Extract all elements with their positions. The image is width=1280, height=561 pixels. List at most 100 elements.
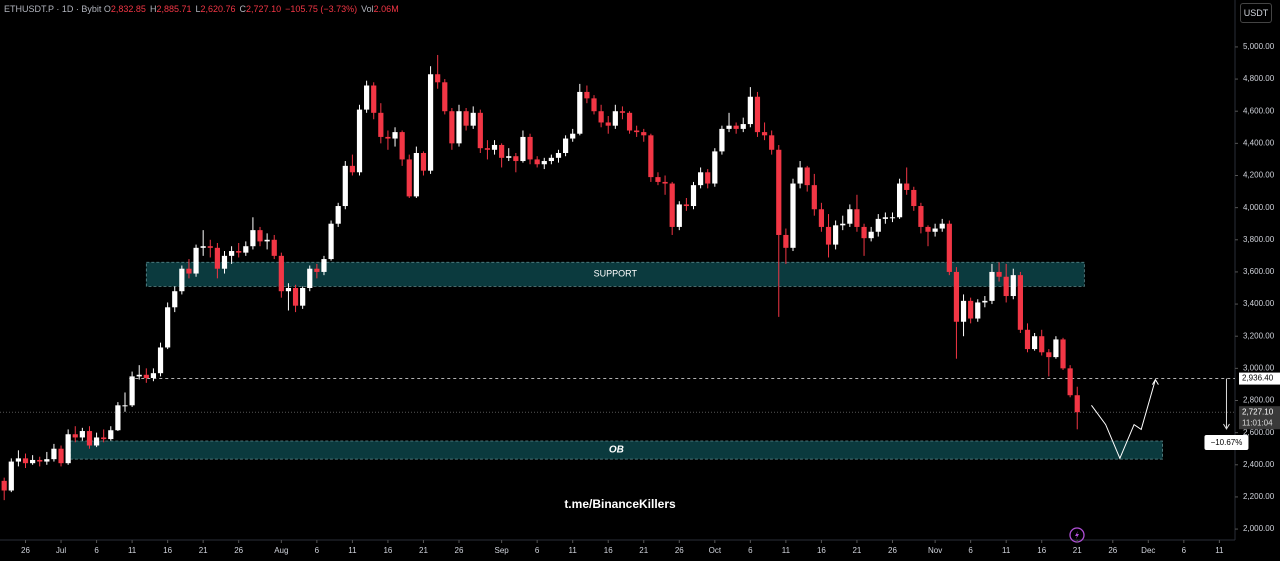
candle-body [143, 374, 149, 378]
candle-body [385, 136, 391, 139]
candle-body [58, 448, 64, 464]
x-tick-label: 6 [315, 546, 320, 555]
candle-body [200, 246, 206, 248]
candle-body [733, 125, 739, 129]
candle-body [676, 204, 682, 227]
candle-body [705, 172, 711, 184]
field-value: −105.75 (−3.73%) [285, 4, 358, 14]
candle-body [392, 132, 398, 139]
candle-body [946, 223, 952, 272]
candle-body [896, 183, 903, 218]
x-tick-label: 21 [1073, 546, 1082, 555]
y-tick-label: 4,800.00 [1243, 74, 1275, 83]
currency-button[interactable]: USDT [1240, 3, 1272, 23]
x-tick-label: 16 [383, 546, 392, 555]
x-tick-label: 26 [675, 546, 684, 555]
candle-body [840, 223, 846, 226]
candle-body [221, 255, 228, 269]
y-tick-label: 2,800.00 [1243, 396, 1275, 405]
candle-body [470, 112, 476, 126]
candle-body [300, 288, 306, 306]
candle-body [115, 405, 121, 431]
candle-body [847, 209, 853, 224]
x-tick-label: 11 [348, 546, 357, 555]
last-price-label: 2,727.10 [1242, 407, 1274, 416]
candle-body [960, 300, 967, 322]
candle-body [719, 128, 725, 152]
zone [145, 261, 1085, 287]
field-value: 2,885.71 [156, 4, 192, 14]
field-key: C [239, 4, 247, 14]
candle-body [698, 172, 704, 186]
x-tick-label: 26 [455, 546, 464, 555]
candle-body [207, 246, 213, 248]
x-tick-label: 21 [419, 546, 428, 555]
y-tick-label: 4,200.00 [1243, 171, 1275, 180]
candle-body [349, 165, 356, 173]
candle-body [1039, 336, 1045, 353]
x-tick-label: 26 [1108, 546, 1117, 555]
candle-body [1024, 329, 1031, 350]
candle-body [797, 167, 803, 184]
x-tick-label: Jul [56, 546, 66, 555]
candle-body [456, 111, 462, 144]
x-tick-label: 6 [94, 546, 99, 555]
candle-body [690, 185, 697, 207]
candle-body [989, 271, 995, 301]
countdown-label: 11:01:04 [1242, 418, 1273, 427]
candle-body [712, 151, 718, 184]
candle-body [413, 153, 419, 197]
x-tick-label: 11 [128, 546, 137, 555]
candle-body [683, 204, 689, 207]
candle-body [122, 405, 128, 407]
candle-body [626, 112, 633, 131]
x-tick-label: 26 [234, 546, 243, 555]
candle-body [939, 223, 945, 229]
candle-body [541, 161, 547, 165]
candle-body [513, 156, 519, 162]
candle-body [51, 448, 57, 460]
candle-body [364, 85, 370, 110]
candle-body [37, 459, 43, 462]
candle-body [157, 347, 164, 374]
candle-body [790, 183, 796, 248]
candle-body [271, 239, 277, 256]
candle-body [356, 109, 363, 173]
candle-body [442, 82, 448, 112]
candle-body [953, 271, 960, 322]
x-tick-label: 11 [782, 546, 791, 555]
candle-body [619, 111, 626, 113]
candle-body [918, 206, 924, 227]
candle-body [22, 458, 29, 464]
candle-body [1010, 275, 1016, 297]
candle-body [605, 122, 611, 126]
candle-body [72, 434, 78, 438]
candle-body [342, 165, 348, 207]
candle-body [506, 156, 512, 158]
candle-body [243, 246, 249, 253]
candle-body [534, 159, 540, 165]
candle-body [761, 132, 768, 136]
candle-body [925, 226, 931, 232]
candle-body [1, 480, 7, 491]
x-tick-label: 16 [604, 546, 613, 555]
x-tick-label: 21 [199, 546, 208, 555]
candle-body [1003, 276, 1009, 297]
x-tick-label: 26 [888, 546, 897, 555]
y-tick-label: 4,000.00 [1243, 203, 1275, 212]
y-tick-label: 2,600.00 [1243, 428, 1275, 437]
x-tick-label: 21 [639, 546, 648, 555]
candle-body [179, 268, 185, 292]
candle-body [1053, 339, 1059, 358]
candle-body [30, 459, 36, 464]
level-tag-label: 2,936.40 [1242, 374, 1274, 383]
candle-body [584, 91, 590, 99]
candle-body [236, 251, 242, 253]
y-tick-label: 2,000.00 [1243, 524, 1275, 533]
y-tick-label: 3,400.00 [1243, 299, 1275, 308]
field-value: 2,620.76 [200, 4, 236, 14]
symbol: ETHUSDT.P · 1D · Bybit [4, 4, 102, 14]
x-tick-label: 6 [748, 546, 753, 555]
candle-body [861, 226, 867, 239]
